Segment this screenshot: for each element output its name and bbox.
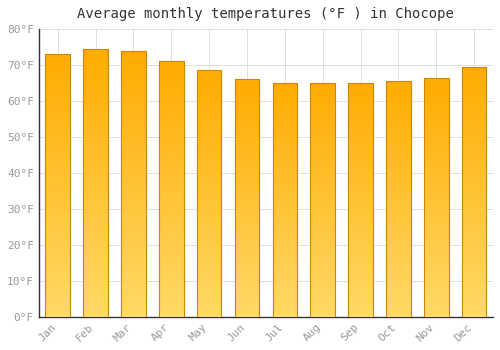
Title: Average monthly temperatures (°F ) in Chocope: Average monthly temperatures (°F ) in Ch…: [78, 7, 454, 21]
